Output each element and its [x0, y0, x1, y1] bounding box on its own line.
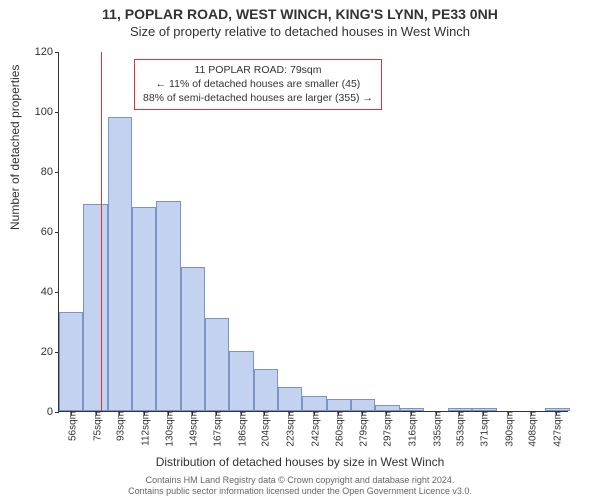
y-tick-mark: [55, 232, 59, 233]
histogram-bar: [156, 201, 180, 411]
histogram-bar: [205, 318, 229, 411]
y-tick-mark: [55, 292, 59, 293]
footer-credits: Contains HM Land Registry data © Crown c…: [0, 475, 600, 498]
x-tick-label: 223sqm: [282, 411, 297, 447]
info-line-1: 11 POPLAR ROAD: 79sqm: [143, 63, 373, 77]
x-tick-label: 260sqm: [330, 411, 345, 447]
x-tick-label: 297sqm: [378, 411, 393, 447]
footer-line-2: Contains public sector information licen…: [0, 486, 600, 497]
x-tick-label: 390sqm: [500, 411, 515, 447]
histogram-bar: [181, 267, 205, 411]
histogram-bar: [229, 351, 253, 411]
y-tick-mark: [55, 112, 59, 113]
x-tick-label: 56sqm: [63, 411, 78, 441]
histogram-bar: [302, 396, 326, 411]
x-tick-label: 112sqm: [137, 411, 152, 446]
x-axis-label: Distribution of detached houses by size …: [0, 455, 600, 469]
histogram-bar: [83, 204, 107, 411]
title-block: 11, POPLAR ROAD, WEST WINCH, KING'S LYNN…: [0, 0, 600, 39]
histogram-bar: [278, 387, 302, 411]
y-tick-mark: [55, 52, 59, 53]
x-tick-label: 130sqm: [160, 411, 175, 447]
title-subtitle: Size of property relative to detached ho…: [0, 24, 600, 39]
chart-container: 11, POPLAR ROAD, WEST WINCH, KING'S LYNN…: [0, 0, 600, 500]
footer-line-1: Contains HM Land Registry data © Crown c…: [0, 475, 600, 486]
histogram-bar: [351, 399, 375, 411]
x-tick-label: 353sqm: [452, 411, 467, 447]
info-line-3: 88% of semi-detached houses are larger (…: [143, 91, 373, 105]
x-tick-label: 242sqm: [307, 411, 322, 447]
x-tick-label: 186sqm: [233, 411, 248, 447]
x-tick-label: 204sqm: [257, 411, 272, 447]
x-tick-label: 149sqm: [185, 411, 200, 447]
plot-area: 11 POPLAR ROAD: 79sqm ← 11% of detached …: [58, 52, 568, 412]
x-tick-label: 371sqm: [475, 411, 490, 447]
title-address: 11, POPLAR ROAD, WEST WINCH, KING'S LYNN…: [0, 6, 600, 22]
x-tick-label: 316sqm: [403, 411, 418, 447]
histogram-bar: [327, 399, 351, 411]
y-tick-mark: [55, 412, 59, 413]
x-tick-label: 408sqm: [524, 411, 539, 447]
x-tick-label: 75sqm: [88, 411, 103, 441]
x-tick-label: 93sqm: [112, 411, 127, 441]
y-tick-mark: [55, 352, 59, 353]
info-box: 11 POPLAR ROAD: 79sqm ← 11% of detached …: [134, 59, 382, 110]
x-tick-label: 279sqm: [355, 411, 370, 447]
info-line-2: ← 11% of detached houses are smaller (45…: [143, 77, 373, 91]
x-tick-label: 335sqm: [428, 411, 443, 447]
x-tick-label: 427sqm: [548, 411, 563, 447]
histogram-bar: [59, 312, 83, 411]
histogram-bar: [132, 207, 156, 411]
y-tick-mark: [55, 172, 59, 173]
histogram-bar: [108, 117, 132, 411]
histogram-bar: [254, 369, 278, 411]
property-marker-line: [101, 52, 102, 411]
x-tick-label: 167sqm: [208, 411, 223, 447]
y-axis-label: Number of detached properties: [8, 65, 22, 230]
